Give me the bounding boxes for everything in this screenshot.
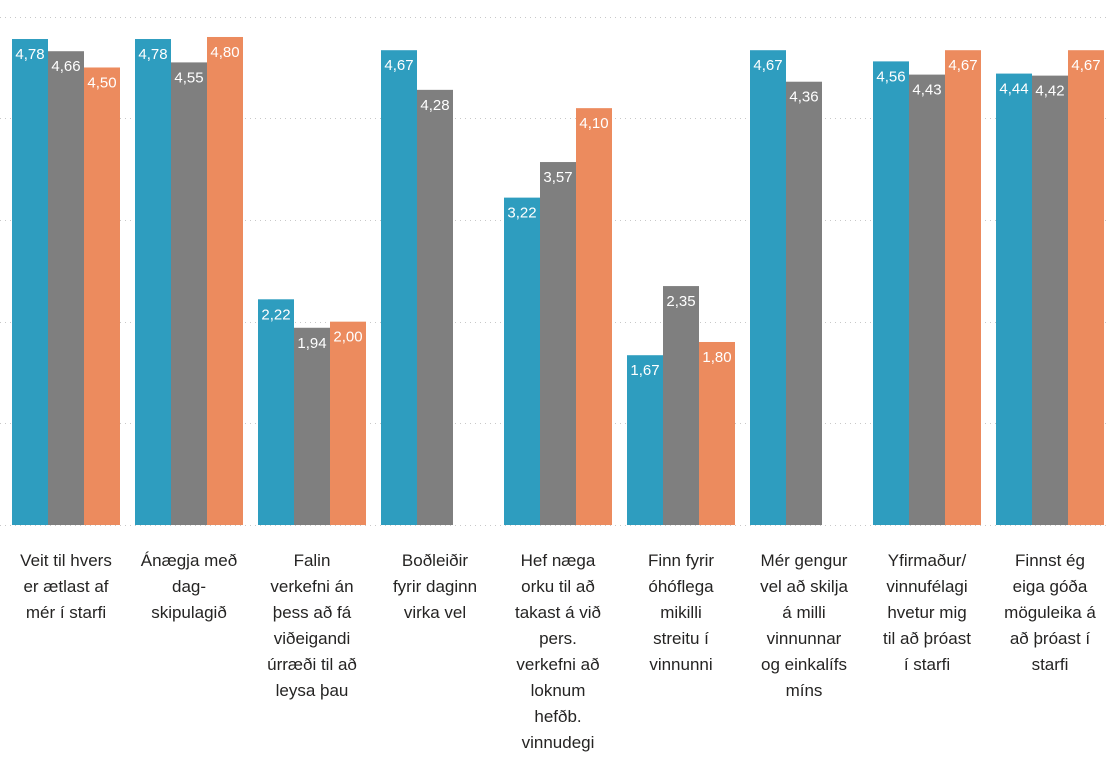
bar <box>171 62 207 526</box>
bar <box>330 321 366 525</box>
category-label: óhóflega <box>648 577 714 596</box>
data-label: 4,78 <box>138 46 167 63</box>
category-label: virka vel <box>404 603 466 622</box>
category-label: Veit til hvers <box>20 551 112 570</box>
data-label: 4,10 <box>579 115 608 132</box>
category-label: Hef næga <box>521 551 596 570</box>
category-label: Boðleiðir <box>402 551 468 570</box>
category-label: verkefni án <box>270 577 353 596</box>
category-label: á milli <box>782 603 825 622</box>
bar <box>576 108 612 525</box>
category-label: Falin <box>294 551 331 570</box>
bar <box>417 89 453 525</box>
data-label: 4,50 <box>87 74 116 91</box>
bar <box>663 286 699 525</box>
data-label: 4,67 <box>1071 57 1100 74</box>
bar <box>996 73 1032 525</box>
data-label: 2,00 <box>333 329 362 346</box>
data-label: 4,44 <box>999 81 1028 98</box>
bar <box>750 50 786 525</box>
category-label: vinnudegi <box>522 733 595 752</box>
bar <box>540 162 576 526</box>
category-label: míns <box>786 681 823 700</box>
category-label: Yfirmaður/ <box>888 551 967 570</box>
category-label: hvetur mig <box>887 603 966 622</box>
data-label: 1,94 <box>297 335 326 352</box>
bar <box>84 67 120 526</box>
bar <box>12 39 48 526</box>
category-label: í starfi <box>904 655 950 674</box>
data-label: 4,56 <box>876 68 905 85</box>
data-label: 4,43 <box>912 82 941 99</box>
data-label: 4,42 <box>1035 83 1064 100</box>
category-label: viðeigandi <box>274 629 351 648</box>
category-label: Finn fyrir <box>648 551 714 570</box>
category-label: vinnunnar <box>767 629 842 648</box>
category-label: verkefni að <box>516 655 599 674</box>
category-label: dag- <box>172 577 206 596</box>
bar <box>873 61 909 526</box>
data-label: 4,67 <box>384 57 413 74</box>
data-label: 1,80 <box>702 349 731 366</box>
bar <box>909 74 945 525</box>
data-label: 4,36 <box>789 89 818 106</box>
data-label: 4,78 <box>15 46 44 63</box>
category-label: orku til að <box>521 577 595 596</box>
data-label: 4,80 <box>210 44 239 61</box>
bar <box>48 51 84 525</box>
category-label: pers. <box>539 629 577 648</box>
bar <box>207 36 243 525</box>
category-label: eiga góða <box>1013 577 1088 596</box>
category-label: starfi <box>1032 655 1069 674</box>
category-label: skipulagið <box>151 603 227 622</box>
category-label: er ætlast af <box>23 577 108 596</box>
data-label: 2,35 <box>666 293 695 310</box>
data-label: 3,57 <box>543 169 572 186</box>
category-label: fyrir daginn <box>393 577 477 596</box>
data-label: 4,67 <box>753 57 782 74</box>
data-label: 4,28 <box>420 97 449 114</box>
category-label: mér í starfi <box>26 603 106 622</box>
category-label: þess að fá <box>273 603 352 622</box>
category-label: loknum <box>531 681 586 700</box>
data-label: 1,67 <box>630 362 659 379</box>
category-label: mikilli <box>660 603 702 622</box>
bar <box>699 341 735 525</box>
bar <box>786 81 822 525</box>
data-label: 4,66 <box>51 58 80 75</box>
bars <box>12 36 1104 526</box>
category-label: vel að skilja <box>760 577 848 596</box>
category-label: vinnunni <box>649 655 712 674</box>
bar <box>945 50 981 525</box>
data-label: 2,22 <box>261 306 290 323</box>
category-label: úrræði til að <box>267 655 357 674</box>
category-label: Finnst ég <box>1015 551 1085 570</box>
data-labels: 4,78 4,66 4,50 4,78 4,55 4,80 2,22 1,94 2,00 4,67… <box>15 44 1100 379</box>
bar <box>294 327 330 525</box>
category-label: Ánægja með <box>141 551 237 570</box>
category-label: streitu í <box>653 629 709 648</box>
category-label: takast á við <box>515 603 601 622</box>
data-label: 4,55 <box>174 69 203 86</box>
category-label: leysa þau <box>276 681 349 700</box>
category-label: að þróast í <box>1010 629 1091 648</box>
category-labels: Veit til hvers er ætlast af mér í starfi Án… <box>20 551 1096 752</box>
category-label: vinnufélagi <box>886 577 967 596</box>
bar <box>627 355 663 525</box>
category-label: til að þróast <box>883 629 971 648</box>
data-label: 4,67 <box>948 57 977 74</box>
data-label: 3,22 <box>507 205 536 222</box>
bar <box>258 299 294 525</box>
category-label: og einkalífs <box>761 655 847 674</box>
bar <box>381 50 417 525</box>
bar <box>504 197 540 525</box>
category-label: hefðb. <box>534 707 581 726</box>
category-label: Mér gengur <box>761 551 848 570</box>
bar <box>135 39 171 526</box>
category-label: möguleika á <box>1004 603 1096 622</box>
bar <box>1032 75 1068 526</box>
bar <box>1068 50 1104 525</box>
